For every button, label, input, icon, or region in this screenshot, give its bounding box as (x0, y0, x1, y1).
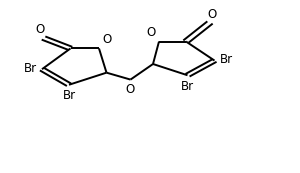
Text: O: O (146, 26, 155, 39)
Text: Br: Br (181, 80, 194, 93)
Text: O: O (207, 8, 216, 21)
Text: O: O (126, 83, 135, 96)
Text: Br: Br (23, 62, 37, 75)
Text: Br: Br (220, 53, 233, 66)
Text: Br: Br (62, 89, 76, 102)
Text: O: O (103, 33, 112, 46)
Text: O: O (36, 23, 45, 36)
